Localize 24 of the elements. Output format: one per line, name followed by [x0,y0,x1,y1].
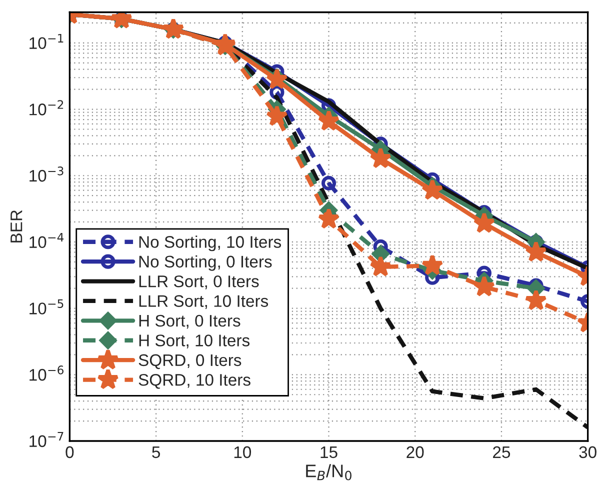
y-tick-label: 10$^{−6}$ [30,366,64,381]
x-tick-label: 5 [152,446,160,458]
y-tick-label: 10$^{−5}$ [30,299,64,314]
x-tick-label: 25 [493,446,510,458]
x-tick-label: 0 [66,446,74,458]
y-tick-label: 10$^{−1}$ [30,34,64,50]
x-tick-label: 15 [320,446,338,458]
x-axis-title: E$_{B}$/N$_{0}$ [306,464,352,480]
x-tick-label: 20 [406,446,424,458]
x-tick-label: 10 [234,446,252,458]
legend-label: No Sorting, 0 Iters [139,255,272,271]
legend-label: SQRD, 10 Iters [138,374,250,389]
x-tick-label: 30 [579,446,596,458]
y-tick-label: 10$^{−2}$ [30,100,64,116]
y-tick-label: 10$^{−7}$ [30,432,64,448]
legend-label: SQRD, 0 Iters [138,354,242,370]
legend-label: H Sort, 0 Iters [139,314,240,329]
legend-label: H Sort, 10 Iters [139,334,250,348]
legend-label: LLR Sort, 0 Iters [139,275,259,290]
y-tick-label: 10$^{−3}$ [30,166,64,182]
y-axis-title: BER [10,210,22,242]
legend-label: LLR Sort, 10 Iters [139,295,268,309]
y-tick-label: 10$^{−4}$ [30,233,64,248]
legend-label: No Sorting, 10 Iters [139,236,282,252]
